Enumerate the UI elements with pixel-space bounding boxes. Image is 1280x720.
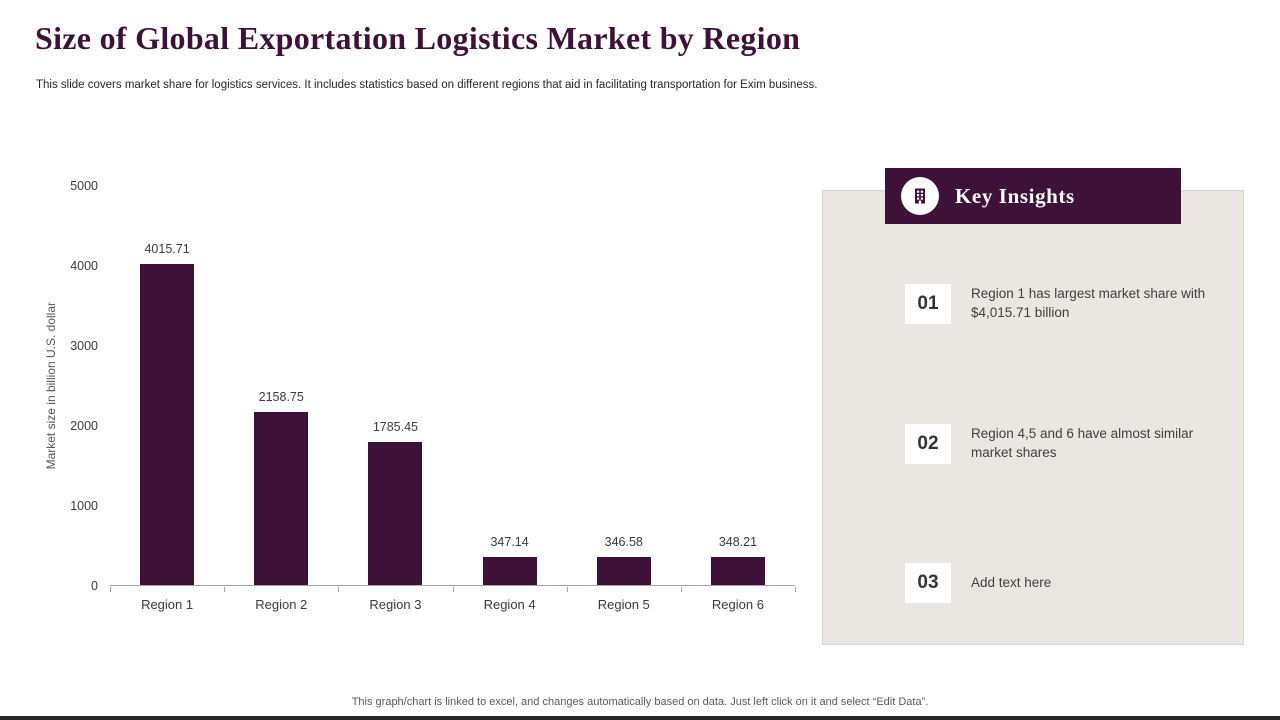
x-axis-category-label: Region 6 [711, 597, 764, 612]
y-axis-title: Market size in billion U.S. dollar [40, 186, 62, 586]
y-tick-label: 3000 [70, 339, 98, 353]
x-axis-tick [338, 587, 340, 592]
y-tick-label: 1000 [70, 499, 98, 513]
bar-value-label: 346.58 [604, 535, 643, 550]
insight-text: Region 1 has largest market share with $… [971, 286, 1206, 320]
x-axis-tick [795, 587, 796, 592]
x-axis-tick [680, 587, 682, 592]
insight-text: Add text here [971, 574, 1052, 590]
x-axis-labels: Region 1 Region 2 Region 3 Region 4 Region 5… [110, 597, 795, 612]
x-axis-tick [110, 587, 111, 592]
bar-value-label: 4015.71 [144, 241, 190, 256]
bar-column: 346.58 [567, 186, 681, 585]
page-subtitle: This slide covers market share for logis… [36, 79, 818, 91]
footer-note: This graph/chart is linked to excel, and… [351, 696, 929, 708]
page-title: Size of Global Exportation Logistics Mar… [35, 20, 801, 56]
bar-value-label: 348.21 [718, 535, 758, 550]
bar [596, 557, 651, 585]
bar-column: 2158.75 [224, 186, 338, 585]
insight-text: Region 4,5 and 6 have almost similar mar… [971, 426, 1194, 460]
bar [140, 263, 195, 585]
insight-number: 03 [905, 563, 951, 603]
insight-number: 02 [905, 424, 951, 464]
x-axis-category-label: Region 1 [141, 597, 194, 612]
x-axis-category-label: Region 2 [255, 597, 308, 612]
y-tick-label: 4000 [70, 259, 98, 273]
plot-area: 4015.71 2158.75 1785.45 347.14 346.58 348.21 [110, 186, 795, 586]
insight-item: 01 Region 1 has largest market share wit… [905, 284, 1216, 324]
bar [368, 442, 423, 585]
key-insights-title: Key Insights [955, 183, 1075, 208]
building-icon [901, 177, 939, 215]
bar-column: 4015.71 [110, 186, 224, 585]
bar [482, 557, 537, 585]
bar-column: 348.21 [681, 186, 795, 585]
bar-column: 347.14 [453, 186, 567, 585]
bar-value-label: 2158.75 [258, 390, 304, 405]
insight-item: 02 Region 4,5 and 6 have almost similar … [905, 424, 1216, 464]
y-tick-label: 2000 [70, 419, 98, 433]
y-axis-title-text: Market size in billion U.S. dollar [44, 302, 58, 470]
x-axis-category-label: Region 4 [483, 597, 536, 612]
x-axis-category-label: Region 3 [369, 597, 422, 612]
insight-number: 01 [905, 284, 951, 324]
bar-chart[interactable]: Market size in billion U.S. dollar 4015.… [40, 160, 810, 650]
bar-column: 1785.45 [338, 186, 452, 585]
bar [254, 412, 309, 585]
x-axis-tick [566, 587, 568, 592]
bottom-divider [0, 716, 1280, 720]
y-tick-label: 5000 [70, 179, 98, 193]
bar-value-label: 347.14 [490, 535, 529, 550]
bar-value-label: 1785.45 [372, 420, 419, 435]
x-axis-tick [224, 587, 226, 592]
y-tick-label: 0 [91, 579, 98, 593]
insight-item: 03 Add text here [905, 563, 1216, 603]
key-insights-header: Key Insights [885, 168, 1181, 224]
key-insights-panel: 01 Region 1 has largest market share wit… [822, 190, 1244, 645]
x-axis-category-label: Region 5 [597, 597, 650, 612]
x-axis-tick [452, 587, 454, 592]
bar [710, 557, 765, 585]
